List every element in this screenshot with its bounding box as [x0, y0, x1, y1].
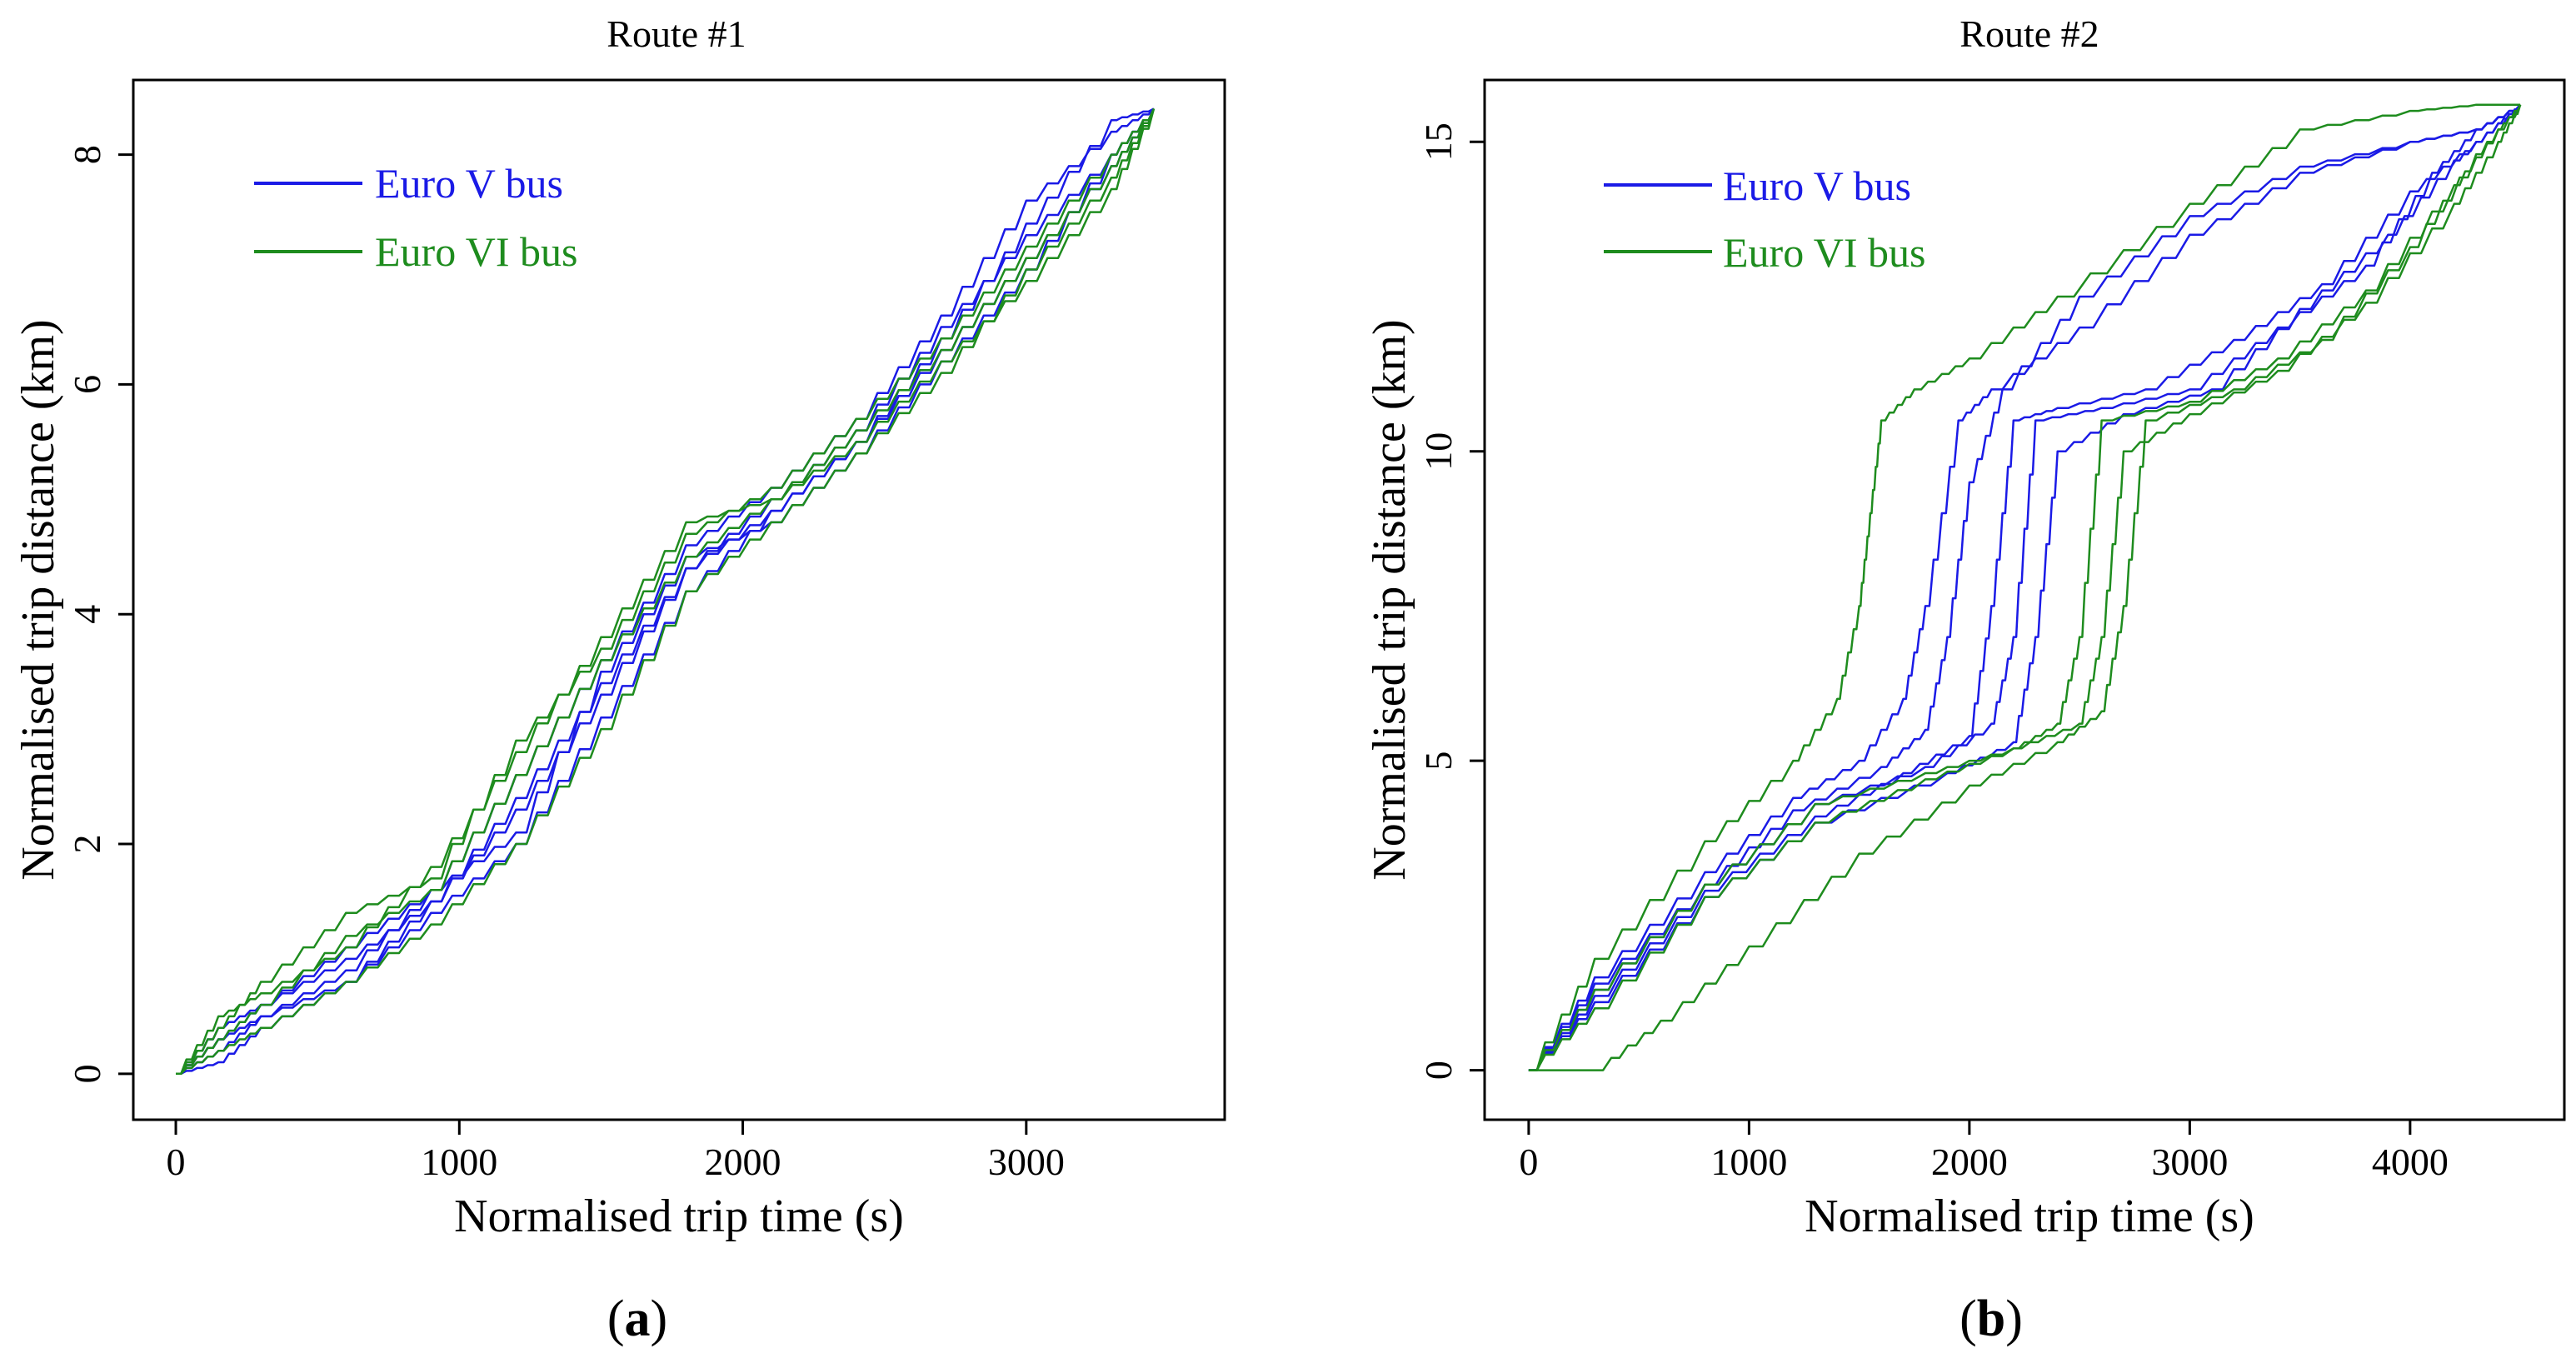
legend-label-euro-vi: Euro VI bus	[375, 228, 578, 275]
legend-label-euro-vi: Euro VI bus	[1723, 229, 1926, 276]
panel-label-letter: b	[1977, 1291, 2005, 1347]
y-tick-label: 5	[1417, 751, 1460, 771]
panel-label-open: (	[607, 1291, 625, 1347]
y-tick-label: 2	[66, 835, 108, 854]
series-line-euro-v-2	[176, 107, 1156, 1076]
y-tick-label: 4	[66, 605, 108, 624]
x-tick-label: 0	[167, 1141, 186, 1183]
legend: Euro V bus Euro VI bus	[1604, 162, 1926, 276]
legend-label-euro-v: Euro V bus	[1723, 162, 1911, 209]
y-tick-label: 10	[1417, 432, 1460, 471]
x-tick-label: 1000	[421, 1141, 497, 1183]
panel-label-letter: a	[625, 1291, 651, 1347]
panel-label: (a)	[607, 1291, 667, 1347]
y-tick-label: 15	[1417, 122, 1460, 161]
panel-label-open: (	[1959, 1291, 1977, 1347]
y-axis-label: Normalised trip distance (km)	[12, 319, 64, 880]
y-tick-label: 0	[66, 1064, 108, 1083]
legend: Euro V bus Euro VI bus	[254, 160, 578, 275]
y-tick-label: 8	[66, 145, 108, 164]
ticks-layer: 0 1000 2000 3000 4000 0 5 10 15	[1417, 122, 2449, 1183]
series-line-euro-vi-6	[176, 107, 1156, 1076]
x-axis-label: Normalised trip time (s)	[1805, 1191, 2254, 1242]
series-line-euro-v-4	[176, 108, 1156, 1076]
series-line-euro-vi-7	[176, 108, 1156, 1076]
x-tick-label: 3000	[988, 1141, 1065, 1183]
x-tick-label: 2000	[1931, 1141, 2008, 1183]
panel-label-close: )	[651, 1291, 668, 1347]
series-line-euro-v-2	[1528, 103, 2522, 1071]
chart-title: Route #1	[607, 12, 746, 55]
series-line-euro-vi-6	[1528, 103, 2521, 1071]
panel-a-route-1: Route #1 0 1000 2000 3000 0 2 4 6 8 Euro V bus E…	[12, 12, 1226, 1347]
series-line-euro-vi-8	[1528, 104, 2522, 1071]
x-tick-label: 3000	[2151, 1141, 2228, 1183]
x-tick-label: 1000	[1710, 1141, 1787, 1183]
y-axis-label: Normalised trip distance (km)	[1364, 319, 1415, 880]
plot-frame	[132, 78, 1226, 1121]
ticks-layer: 0 1000 2000 3000 0 2 4 6 8	[66, 145, 1065, 1183]
legend-label-euro-v: Euro V bus	[375, 160, 563, 207]
chart-title: Route #2	[1959, 12, 2099, 55]
y-tick-label: 6	[66, 375, 108, 394]
series-line-euro-v-1	[1528, 103, 2522, 1071]
series-line-euro-vi-9	[1528, 104, 2522, 1071]
series-line-euro-v-1	[176, 107, 1155, 1076]
x-tick-label: 4000	[2372, 1141, 2449, 1183]
x-tick-label: 2000	[705, 1141, 781, 1183]
series-line-euro-vi-9	[176, 108, 1156, 1076]
panel-label-close: )	[2005, 1291, 2023, 1347]
panel-label: (b)	[1959, 1291, 2023, 1347]
x-tick-label: 0	[1519, 1141, 1538, 1183]
series-line-euro-v-3	[176, 107, 1156, 1076]
series-line-euro-vi-8	[176, 108, 1156, 1076]
y-tick-label: 0	[1417, 1061, 1460, 1080]
series-layer	[176, 107, 1156, 1076]
series-line-euro-v-5	[176, 107, 1155, 1076]
series-line-euro-v-3	[1528, 104, 2522, 1071]
panel-b-route-2: Route #2 0 1000 2000 3000 4000 0 5 10 15 Euro V …	[1364, 12, 2566, 1347]
series-layer	[1528, 103, 2522, 1071]
plot-frame	[1483, 78, 2566, 1121]
x-axis-label: Normalised trip time (s)	[454, 1191, 904, 1242]
